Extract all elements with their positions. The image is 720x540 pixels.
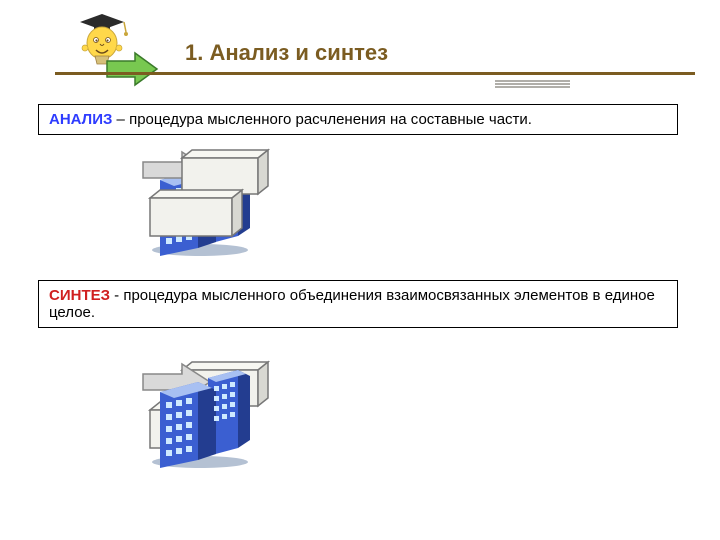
- definition-analysis-text: – процедура мысленного расчленения на со…: [112, 111, 532, 128]
- blocks-icon: [140, 148, 280, 248]
- building-icon: [140, 360, 260, 475]
- title-underline: [55, 72, 695, 75]
- definition-synthesis-text: - процедура мысленного объединения взаим…: [49, 287, 655, 321]
- term-analysis: АНАЛИЗ: [49, 111, 112, 128]
- definition-box-analysis: АНАЛИЗ – процедура мысленного расчленени…: [38, 104, 678, 135]
- term-synthesis: СИНТЕЗ: [49, 287, 110, 304]
- definition-box-synthesis: СИНТЕЗ - процедура мысленного объединени…: [38, 280, 678, 328]
- illustration-synthesis: [140, 360, 560, 480]
- accent-stripes: [495, 80, 570, 86]
- slide: 1. Анализ и синтез АНАЛИЗ – процедура мы…: [0, 0, 720, 540]
- page-title: 1. Анализ и синтез: [185, 40, 388, 66]
- illustration-analysis: [140, 148, 560, 268]
